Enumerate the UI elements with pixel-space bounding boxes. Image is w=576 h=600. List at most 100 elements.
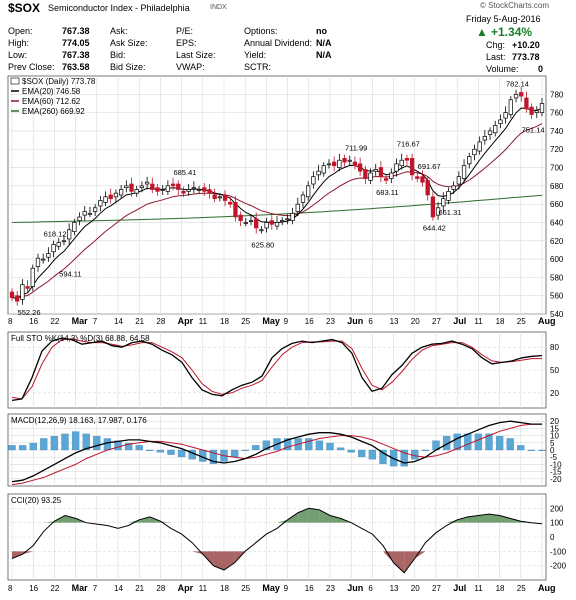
sto-tick-label: 80 [550,343,559,352]
candle-body [534,110,539,113]
x-axis-label-bottom: 16 [305,584,314,593]
candle-body [332,161,337,167]
x-axis-label: Aug [538,316,556,326]
options-value: no [316,26,327,36]
macd-histogram-bar [517,445,525,451]
macd-histogram-bar [40,438,48,451]
macd-histogram-bar [421,449,430,451]
pe-label: P/E: [176,26,194,36]
macd-tick-label: -5 [550,453,558,462]
symbol: $SOX [8,1,41,15]
candle-body [357,163,363,172]
candle-body [20,284,25,300]
cci-positive-fill [308,508,320,523]
cci-negative-fill [213,551,224,570]
x-axis-label-bottom: Mar [72,583,89,593]
cci-positive-fill [499,515,511,523]
candle-body [420,176,425,183]
x-axis-label: 27 [432,317,441,326]
candle-body [280,220,285,222]
macd-histogram-bar [177,449,186,458]
low-value: 767.38 [62,50,90,60]
x-axis-label-bottom: Jun [347,583,363,593]
candle-body [508,99,513,115]
price-annotation: 751.14 [522,126,545,135]
candle-body [498,119,503,124]
candle-body [300,194,306,203]
macd-histogram-bar [506,438,514,451]
sto-title: Full STO %K(14,3) %D(3) 68.88, 64.58 [11,334,150,343]
cci-positive-fill [489,514,500,523]
macd-histogram-bar [485,433,493,451]
macd-histogram-bar [103,438,112,451]
candle-body [222,194,228,201]
macd-histogram-bar [241,449,249,451]
x-axis-label: 18 [220,317,229,326]
x-axis-label: 25 [517,317,526,326]
macd-histogram-bar [326,442,334,451]
macd-histogram-bar [124,442,133,451]
cci-positive-fill [478,514,489,523]
cci-panel-frame [7,493,547,581]
x-axis-label-bottom: 22 [50,584,59,593]
candle-body [435,207,441,216]
x-axis-label: 28 [156,317,165,326]
x-axis-label: Apr [178,316,194,326]
price-tick-label: 640 [550,218,564,227]
macd-histogram-bar [336,447,345,451]
macd-histogram-bar [527,449,536,451]
cci-line [11,507,543,574]
cci-positive-fill [319,509,330,523]
legend-label-ema: EMA(60) 712.62 [22,97,81,106]
x-axis-label-bottom: 9 [284,584,289,593]
candle-body [92,207,98,212]
high-label: High: [8,38,30,48]
macd-histogram-bar [156,449,165,453]
legend-label-ema: EMA(260) 669.92 [22,107,85,116]
x-axis-label-bottom: Jul [453,583,466,593]
dividend-value: N/A [316,38,332,48]
candle-body [363,169,368,179]
candle-body [368,172,373,181]
cci-positive-fill [467,515,479,523]
price-tick-label: 760 [550,109,564,118]
candle-body [378,167,384,178]
candle-body [409,158,415,176]
x-axis-label-bottom: 28 [156,584,165,593]
price-tick-label: 560 [550,292,564,301]
price-panel-frame [7,75,547,315]
cci-negative-fill [404,551,415,573]
cci-negative-fill [224,551,235,570]
cci-negative-fill [202,551,214,566]
sto-tick-label: 20 [550,389,559,398]
cci-positive-fill [65,515,76,523]
candle-body [477,141,482,152]
candle-body [176,183,181,190]
candle-body [373,169,378,172]
x-axis-label-bottom: 11 [474,584,483,593]
exchange: INDX [210,4,227,11]
macd-histogram-bar [61,433,69,451]
macd-histogram-bar [50,436,59,451]
candle-body [493,125,498,134]
candle-body [529,106,534,115]
x-axis-label-bottom: 20 [411,584,420,593]
cci-tick-label: 100 [550,519,564,528]
x-axis-label-bottom: 25 [241,584,250,593]
macd-line [11,420,542,483]
cci-positive-fill [128,519,140,523]
candle-body [9,291,15,298]
last-label: Last: [486,52,506,62]
x-axis-label: 16 [29,317,38,326]
candle-body [196,189,202,191]
prev-close-label: Prev Close: [8,62,55,72]
candle-body [212,194,217,200]
candle-body [103,196,108,203]
price-tick-label: 660 [550,200,564,209]
x-axis-label-bottom: 16 [29,584,38,593]
legend-label-ema: EMA(20) 746.58 [22,87,81,96]
price-tick-label: 680 [550,182,564,191]
macd-tick-label: 5 [550,439,555,448]
candle-body [503,112,508,119]
